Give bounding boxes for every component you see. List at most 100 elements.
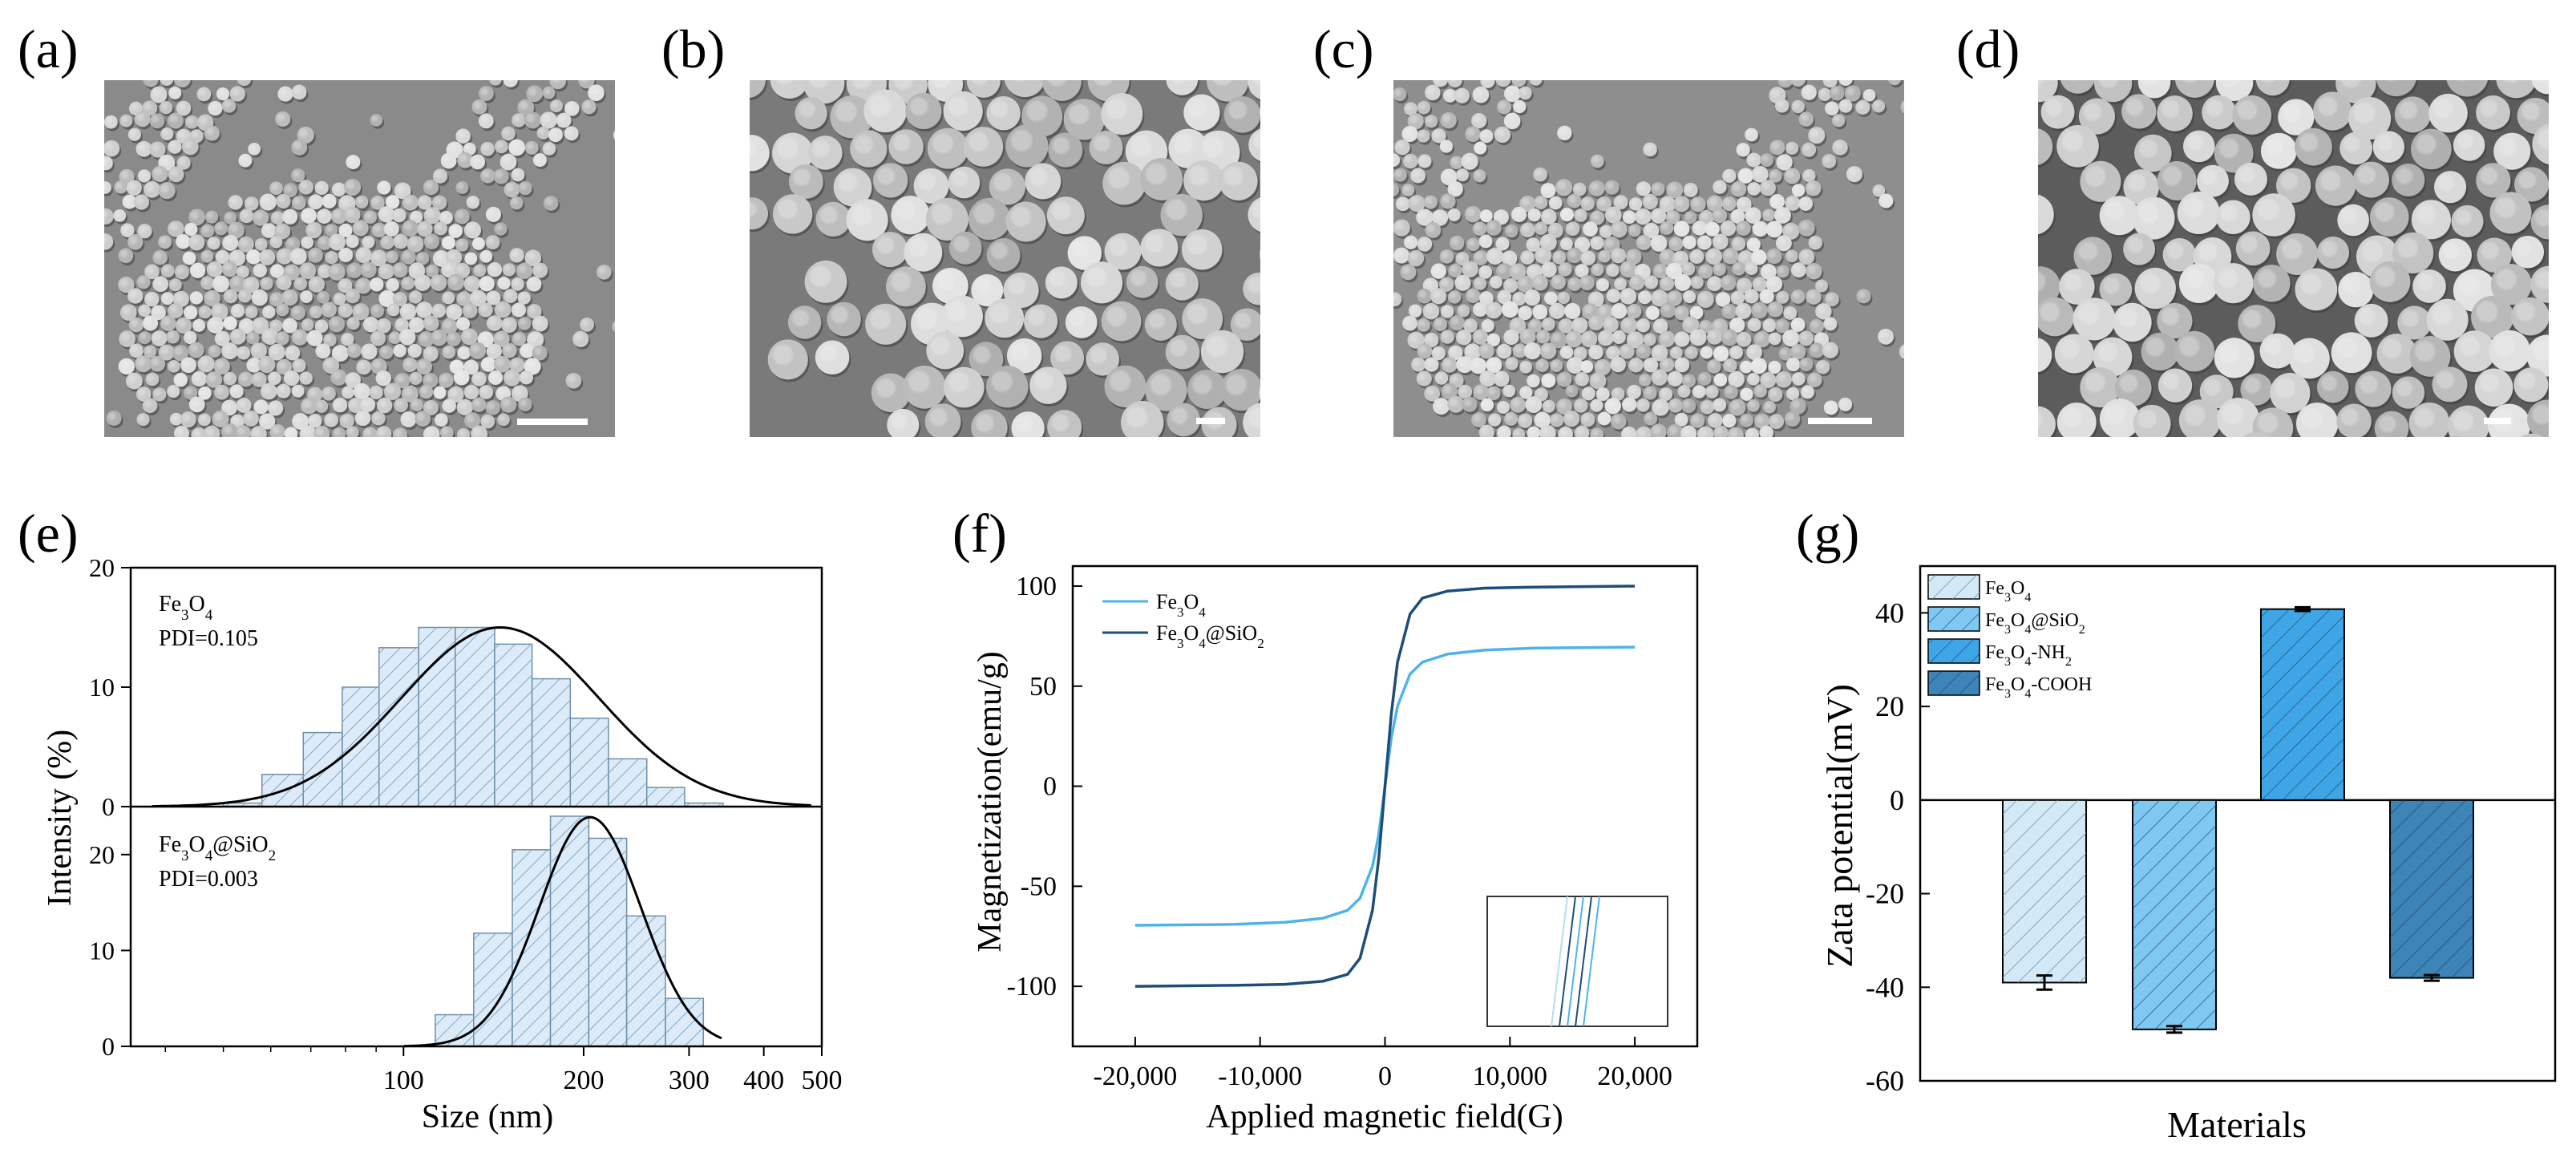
sem-particle (1635, 453, 1649, 467)
f-xtick-label: -10,000 (1218, 1062, 1302, 1091)
sem-particle (2571, 405, 2576, 446)
e-ytick-label: 0 (102, 1032, 115, 1061)
sem-image-a (104, 80, 615, 470)
e-fit-curve (152, 625, 811, 808)
g-legend-label-3: Fe3O4-NH2 (1985, 642, 2072, 669)
sem-particle (2532, 123, 2549, 165)
sem-particle (2242, 431, 2271, 437)
sem-particle (1204, 472, 1244, 512)
sem-particle (2573, 196, 2576, 234)
sem-particle (401, 438, 416, 453)
sem-particle (2533, 471, 2574, 512)
sem-particle (2568, 474, 2576, 511)
sem-particle (1248, 80, 1260, 99)
sem-particle (250, 453, 266, 469)
g-x-axis-label: Materials (2167, 1104, 2307, 1145)
sem-particle (2317, 441, 2360, 483)
sem-particle (2572, 62, 2576, 102)
sem-image-c (1393, 80, 1904, 470)
e-xtick-label: 400 (743, 1066, 784, 1095)
sem-particle (2496, 80, 2537, 99)
sem-particle (503, 80, 518, 87)
sem-image-d (2038, 62, 2576, 512)
sem-particle (2116, 437, 2149, 470)
f-xtick-label: -20,000 (1093, 1062, 1177, 1091)
e-ytick-label: 20 (89, 553, 115, 582)
sem-particle (1668, 454, 1680, 467)
f-series-line (1134, 585, 1636, 988)
sem-particle (169, 439, 183, 453)
sem-particle (1306, 301, 1338, 333)
e-ytick-label: 0 (102, 792, 115, 821)
sem-particle (160, 80, 174, 86)
sem-particle (1659, 441, 1676, 458)
sem-particle (200, 441, 215, 456)
sem-particle (1282, 64, 1316, 98)
f-xtick-label: 20,000 (1597, 1062, 1672, 1091)
sem-particle (409, 454, 425, 470)
panel-label-f: (f) (952, 503, 1007, 564)
sem-particle (2551, 368, 2576, 402)
sem-particle (2550, 234, 2576, 276)
e-ytick-label: 10 (89, 936, 115, 965)
sem-particle (1722, 438, 1738, 454)
sem-particle (1287, 202, 1320, 236)
sem-particle (300, 455, 315, 470)
sem-particle (578, 80, 595, 89)
sem-particle (1854, 453, 1869, 467)
sem-particle (2552, 302, 2576, 338)
sem-particle (1025, 445, 1059, 479)
sem-particle (2259, 475, 2291, 508)
sem-particle (2530, 265, 2549, 303)
sem-particle (173, 80, 191, 88)
sem-particle (1085, 473, 1127, 516)
f-y-axis-label: Magnetization(emu/g) (972, 651, 1009, 953)
sem-particle (1696, 453, 1713, 470)
sem-particle (1899, 344, 1904, 360)
sem-image-b (750, 64, 1338, 516)
magnetization-chart: -20,000 -10,000 0 10,000 20,000 100 50 0 -50 -100… (972, 564, 1699, 1135)
panel-label-g: (g) (1796, 503, 1859, 564)
sem-particle (2218, 470, 2261, 512)
g-legend-label-2: Fe3O4@SiO2 (1985, 610, 2085, 637)
g-y-axis-label: Zata potential(mV) (1819, 684, 1860, 968)
e-x-axis-label: Size (nm) (422, 1098, 553, 1135)
sem-particle (764, 471, 807, 514)
sem-particle (907, 438, 939, 470)
sem-particle (2354, 441, 2390, 477)
sem-particle (1207, 80, 1249, 102)
f-inset-loop (1583, 896, 1600, 1027)
f-ytick-label: 0 (1043, 772, 1057, 802)
sem-particle (1680, 451, 1696, 467)
scale-bar (1196, 418, 1225, 424)
f-inset-loop (1575, 896, 1592, 1027)
sem-particle (1166, 80, 1199, 95)
sem-particle (1527, 451, 1543, 467)
f-legend: Fe3O4 Fe3O4@SiO2 (1102, 590, 1264, 651)
sem-particle (354, 438, 370, 453)
sem-particle (993, 444, 1026, 477)
sem-particle (261, 438, 276, 453)
sem-particle (2279, 439, 2318, 477)
sem-particle (2178, 470, 2219, 512)
sem-particle (1138, 440, 1180, 482)
sem-particle (1393, 183, 1400, 196)
sem-particle (1004, 80, 1045, 98)
sem-particle (1243, 403, 1260, 437)
sem-particle (435, 441, 449, 455)
sem-particle (1284, 261, 1326, 303)
sem-particle (1518, 438, 1533, 453)
e-xtick-label: 300 (669, 1066, 710, 1095)
sem-particle (2038, 128, 2053, 165)
sem-particle (2460, 473, 2493, 506)
sem-particle (1185, 439, 1221, 475)
sem-particle (446, 440, 462, 456)
sem-particle (1790, 80, 1806, 87)
sem-particle (367, 439, 383, 455)
sem-particle (2450, 435, 2463, 437)
sem-particle (284, 452, 299, 467)
f-xtick-label: 10,000 (1473, 1062, 1548, 1091)
sem-particle (1529, 80, 1543, 86)
e-xtick-label: 100 (383, 1066, 424, 1095)
sem-particle (2079, 439, 2117, 477)
